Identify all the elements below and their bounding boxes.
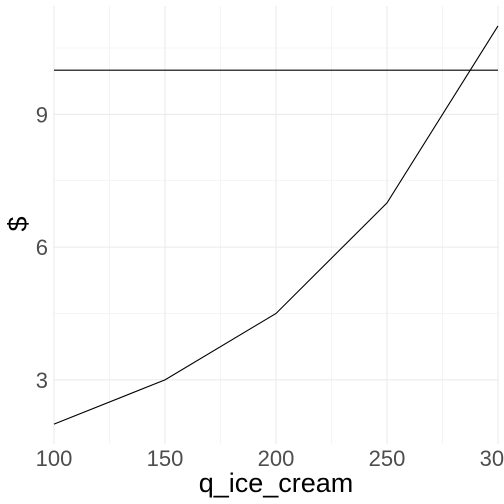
x-axis-ticks: 100 150 200 250 300 bbox=[36, 446, 504, 471]
y-axis-ticks: 3 6 9 bbox=[36, 102, 48, 392]
y-tick-label: 6 bbox=[36, 235, 48, 260]
x-tick-label: 300 bbox=[480, 446, 504, 471]
x-tick-label: 150 bbox=[147, 446, 184, 471]
x-tick-label: 250 bbox=[369, 446, 406, 471]
series-layer bbox=[53, 25, 499, 425]
series-line-1 bbox=[53, 25, 499, 425]
x-tick-label: 200 bbox=[258, 446, 295, 471]
y-tick-label: 3 bbox=[36, 368, 48, 393]
x-tick-label: 100 bbox=[36, 446, 73, 471]
x-axis-title: q_ice_cream bbox=[199, 468, 354, 498]
y-tick-label: 9 bbox=[36, 102, 48, 127]
major-grid bbox=[53, 6, 499, 444]
y-axis-title: $ bbox=[3, 216, 33, 231]
